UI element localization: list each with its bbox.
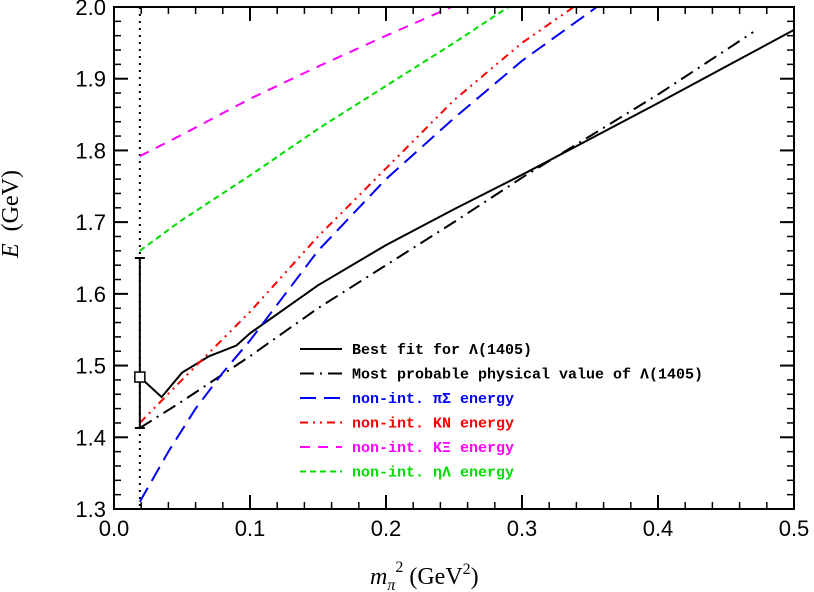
series-line-4 (139, 7, 452, 158)
x-tick-label: 0.3 (507, 516, 538, 541)
x-axis-label: mπ2 (GeV2) (370, 559, 479, 592)
data-point (134, 371, 146, 383)
y-tick-label: 1.7 (75, 210, 106, 235)
y-axis-label: E(GeV) (0, 170, 24, 259)
legend-label-0: Best fit for Λ(1405) (352, 342, 532, 359)
legend-label-2: non-int. πΣ energy (352, 391, 514, 408)
legend-label-5: non-int. ηΛ energy (352, 465, 514, 482)
x-tick-label: 0.4 (643, 516, 674, 541)
x-tick-label: 0.1 (235, 516, 266, 541)
series-line-2 (138, 7, 598, 503)
legend-label-3: non-int. KN energy (352, 416, 514, 433)
y-tick-label: 1.9 (75, 67, 106, 92)
x-tick-label: 0.0 (99, 516, 130, 541)
series-line-5 (139, 7, 509, 252)
y-tick-label: 1.8 (75, 138, 106, 163)
legend-label-4: non-int. KΞ energy (352, 440, 514, 457)
legend-label-1: Most probable physical value of Λ(1405) (352, 367, 703, 384)
x-tick-label: 0.2 (371, 516, 402, 541)
y-tick-label: 1.6 (75, 282, 106, 307)
y-tick-label: 1.3 (75, 497, 106, 522)
y-tick-label: 1.4 (75, 425, 106, 450)
y-tick-label: 1.5 (75, 354, 106, 379)
x-tick-label: 0.5 (779, 516, 810, 541)
series-line-3 (139, 7, 575, 424)
series-line-1 (139, 31, 754, 429)
plot-frame (113, 6, 795, 510)
series-line-0 (139, 29, 794, 399)
y-tick-label: 2.0 (75, 0, 106, 20)
